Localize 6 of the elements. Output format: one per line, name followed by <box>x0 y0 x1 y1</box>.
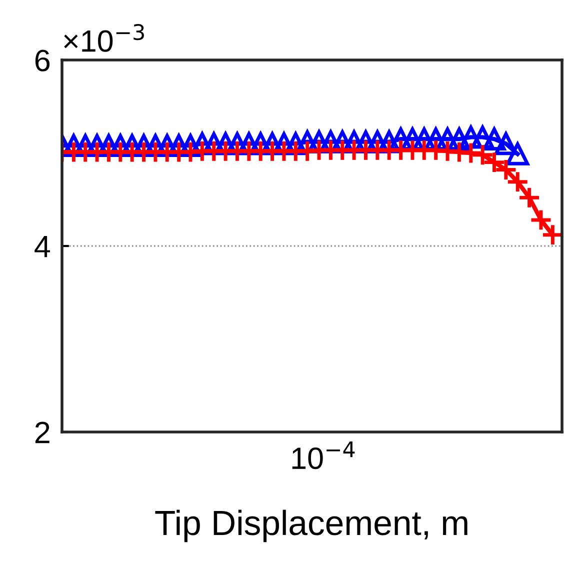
x-axis-title: Tip Displacement, m <box>155 510 468 542</box>
y-tick-label: 2 <box>35 422 50 444</box>
text: ×10$^{−3}$ <box>64 24 144 52</box>
text: 10$^{−4}$ <box>292 442 355 470</box>
y-tick-label: 4 <box>34 236 50 258</box>
y-tick-label: 6 <box>35 50 50 72</box>
